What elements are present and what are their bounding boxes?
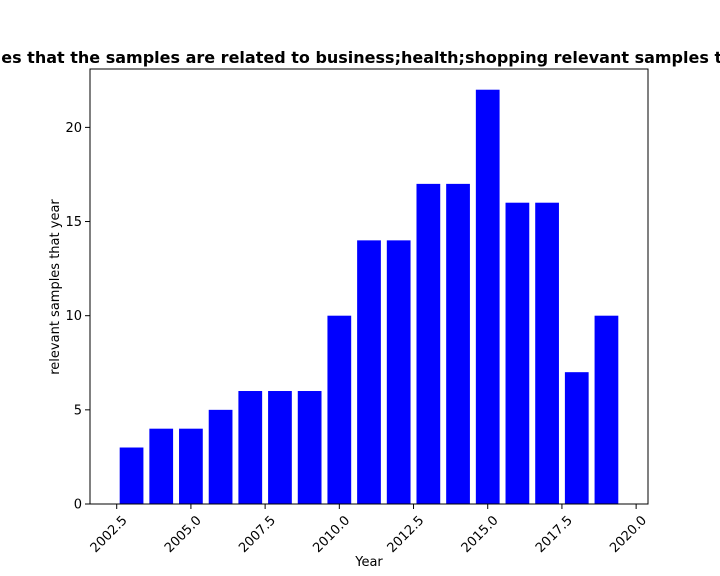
y-tick-label: 20 [65, 121, 82, 136]
chart-title: Number of samples that the samples are r… [0, 48, 720, 67]
bars-group [119, 89, 619, 505]
x-tick-label: 2005.0 [162, 513, 205, 556]
x-tick-label: 2002.5 [88, 513, 131, 556]
bar-2016 [505, 202, 530, 504]
plot-frame [89, 68, 649, 505]
x-tick-label: 2020.0 [607, 513, 650, 556]
y-axis-label: relevant samples that year [48, 199, 63, 375]
x-tick-label: 2015.0 [459, 513, 502, 556]
x-tick-label: 2010.0 [310, 513, 353, 556]
bar-2004 [149, 428, 174, 504]
bar-2010 [327, 315, 352, 504]
bar-2003 [119, 447, 144, 504]
bar-2012 [386, 240, 411, 505]
bar-2007 [238, 391, 263, 504]
x-tick-label: 2012.5 [385, 513, 428, 556]
bar-2019 [594, 315, 619, 504]
bar-2014 [446, 183, 470, 504]
y-tick-label: 10 [65, 309, 82, 324]
bar-2011 [357, 240, 381, 505]
bar-2018 [564, 372, 589, 504]
y-tick-label: 15 [65, 215, 82, 230]
bar-2013 [416, 183, 441, 504]
bar-2006 [208, 409, 233, 504]
bar-2009 [297, 391, 322, 504]
bar-2005 [179, 428, 203, 504]
x-tick-label: 2017.5 [533, 513, 576, 556]
y-tick-label: 5 [74, 403, 82, 418]
bar-2017 [535, 202, 559, 504]
bar-2015 [475, 89, 500, 505]
x-tick-label: 2007.5 [236, 513, 279, 556]
x-axis-label: Year [354, 555, 383, 570]
bar-2008 [268, 391, 292, 504]
y-tick-label: 0 [74, 498, 82, 513]
y-axis-ticks: 0 5 10 15 20 [65, 121, 90, 513]
x-axis-ticks: 2002.5 2005.0 2007.5 2010.0 2012.5 2015.0 2017… [88, 504, 650, 556]
